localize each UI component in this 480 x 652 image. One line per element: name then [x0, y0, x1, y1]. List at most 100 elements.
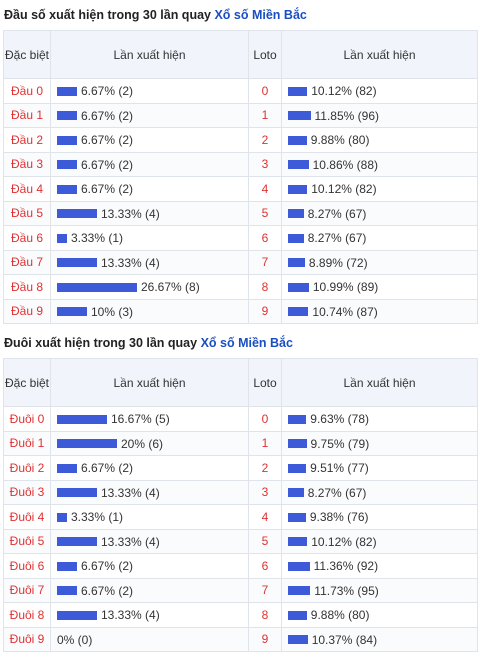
table-row: Đuôi 6 6.67% (2) 6 11.36% (92) — [3, 553, 478, 579]
loto-number: 4 — [248, 176, 282, 202]
header-lan-xuat-hien: Lần xuất hiện — [50, 30, 249, 79]
row-label: Đầu 9 — [3, 298, 51, 324]
header-lan-xuat-hien-loto: Lần xuất hiện — [281, 30, 478, 79]
frequency-text: 11.85% (96) — [314, 108, 379, 123]
frequency-cell: 6.67% (2) — [50, 151, 249, 177]
table-row: Đuôi 5 13.33% (4) 5 10.12% (82) — [3, 528, 478, 554]
table-row: Đầu 7 13.33% (4) 7 8.89% (72) — [3, 249, 478, 275]
row-label: Đuôi 2 — [3, 455, 51, 481]
loto-frequency-cell: 9.88% (80) — [281, 127, 478, 153]
frequency-text: 10.86% (88) — [312, 157, 378, 172]
frequency-bar — [57, 586, 77, 596]
loto-number: 0 — [248, 406, 282, 432]
row-label: Đầu 2 — [3, 127, 51, 153]
frequency-text: 9.51% (77) — [310, 461, 369, 476]
frequency-bar — [57, 282, 137, 292]
frequency-cell: 6.67% (2) — [50, 176, 249, 202]
frequency-bar — [288, 86, 308, 96]
frequency-text: 8.27% (67) — [307, 206, 367, 221]
frequency-bar — [288, 135, 307, 145]
loto-number: 7 — [248, 249, 282, 275]
frequency-bar — [57, 610, 97, 620]
row-label: Đầu 8 — [3, 274, 51, 300]
table-row: Đầu 1 6.67% (2) 1 11.85% (96) — [3, 102, 478, 128]
table-row: Đuôi 1 20% (6) 1 9.75% (79) — [3, 430, 478, 456]
table-row: Đuôi 9 0% (0) 9 10.37% (84) — [3, 626, 478, 652]
table-body: Đuôi 0 16.67% (5) 0 9.63% (78) Đuôi 1 20% (6)… — [3, 406, 478, 652]
frequency-text: 9.75% (79) — [310, 436, 370, 451]
frequency-bar — [57, 488, 97, 498]
frequency-cell: 6.67% (2) — [50, 577, 249, 603]
frequency-bar — [57, 561, 77, 571]
table-header-row: Đặc biệt Lần xuất hiện Loto Lần xuất hiệ… — [3, 30, 478, 79]
loto-frequency-cell: 9.75% (79) — [281, 430, 478, 456]
frequency-text: 3.33% (1) — [70, 231, 124, 246]
header-lan-xuat-hien: Lần xuất hiện — [50, 358, 249, 407]
loto-frequency-cell: 9.38% (76) — [281, 504, 478, 530]
xsmb-link[interactable]: Xổ số Miền Bắc — [214, 8, 307, 22]
loto-number: 8 — [248, 274, 282, 300]
loto-number: 3 — [248, 151, 282, 177]
frequency-bar — [288, 488, 304, 498]
frequency-text: 6.67% (2) — [81, 559, 134, 574]
table-row: Đuôi 7 6.67% (2) 7 11.73% (95) — [3, 577, 478, 603]
table-row: Đầu 3 6.67% (2) 3 10.86% (88) — [3, 151, 478, 177]
frequency-text: 0% (0) — [57, 632, 93, 647]
frequency-bar — [57, 439, 117, 449]
frequency-cell: 13.33% (4) — [50, 602, 249, 628]
frequency-bar — [288, 233, 304, 243]
frequency-text: 10.12% (82) — [311, 534, 377, 549]
frequency-text: 8.27% (67) — [307, 485, 367, 500]
loto-number: 1 — [248, 430, 282, 456]
loto-number: 4 — [248, 504, 282, 530]
section-duoi: Đuôi xuất hiện trong 30 lần quay Xổ số M… — [0, 328, 480, 652]
row-label: Đầu 5 — [3, 200, 51, 226]
loto-number: 2 — [248, 127, 282, 153]
loto-frequency-cell: 10.12% (82) — [281, 528, 478, 554]
frequency-text: 13.33% (4) — [100, 206, 160, 221]
loto-frequency-cell: 8.89% (72) — [281, 249, 478, 275]
loto-frequency-cell: 10.37% (84) — [281, 626, 478, 652]
frequency-bar — [57, 512, 67, 522]
frequency-cell: 3.33% (1) — [50, 225, 249, 251]
frequency-bar — [288, 258, 305, 268]
loto-number: 9 — [248, 298, 282, 324]
frequency-bar — [288, 209, 304, 219]
frequency-bar — [288, 111, 311, 121]
table-row: Đuôi 2 6.67% (2) 2 9.51% (77) — [3, 455, 478, 481]
table-row: Đầu 4 6.67% (2) 4 10.12% (82) — [3, 176, 478, 202]
frequency-text: 6.67% (2) — [81, 461, 134, 476]
frequency-cell: 13.33% (4) — [50, 528, 249, 554]
frequency-cell: 16.67% (5) — [50, 406, 249, 432]
header-loto: Loto — [248, 30, 282, 79]
row-label: Đầu 6 — [3, 225, 51, 251]
frequency-cell: 13.33% (4) — [50, 249, 249, 275]
frequency-cell: 6.67% (2) — [50, 455, 249, 481]
table-row: Đầu 8 26.67% (8) 8 10.99% (89) — [3, 274, 478, 300]
loto-frequency-cell: 10.86% (88) — [281, 151, 478, 177]
frequency-bar — [57, 537, 97, 547]
xsmb-link[interactable]: Xổ số Miền Bắc — [200, 336, 293, 350]
frequency-text: 3.33% (1) — [70, 510, 124, 525]
section-title: Đuôi xuất hiện trong 30 lần quay Xổ số M… — [0, 328, 480, 358]
row-label: Đầu 7 — [3, 249, 51, 275]
table-row: Đầu 6 3.33% (1) 6 8.27% (67) — [3, 225, 478, 251]
frequency-text: 10.99% (89) — [312, 280, 379, 295]
row-label: Đuôi 9 — [3, 626, 51, 652]
table-row: Đầu 5 13.33% (4) 5 8.27% (67) — [3, 200, 478, 226]
loto-frequency-cell: 11.73% (95) — [281, 577, 478, 603]
frequency-bar — [288, 561, 310, 571]
section-title: Đầu số xuất hiện trong 30 lần quay Xổ số… — [0, 0, 480, 30]
frequency-cell: 10% (3) — [50, 298, 249, 324]
frequency-text: 8.27% (67) — [307, 231, 367, 246]
row-label: Đầu 4 — [3, 176, 51, 202]
loto-frequency-cell: 11.36% (92) — [281, 553, 478, 579]
frequency-bar — [288, 586, 311, 596]
frequency-cell: 6.67% (2) — [50, 127, 249, 153]
frequency-cell: 6.67% (2) — [50, 102, 249, 128]
frequency-text: 6.67% (2) — [81, 108, 134, 123]
loto-frequency-cell: 8.27% (67) — [281, 200, 478, 226]
title-text: Đuôi xuất hiện trong 30 lần quay — [4, 336, 198, 350]
title-text: Đầu số xuất hiện trong 30 lần quay — [4, 8, 211, 22]
table-row: Đầu 9 10% (3) 9 10.74% (87) — [3, 298, 478, 324]
